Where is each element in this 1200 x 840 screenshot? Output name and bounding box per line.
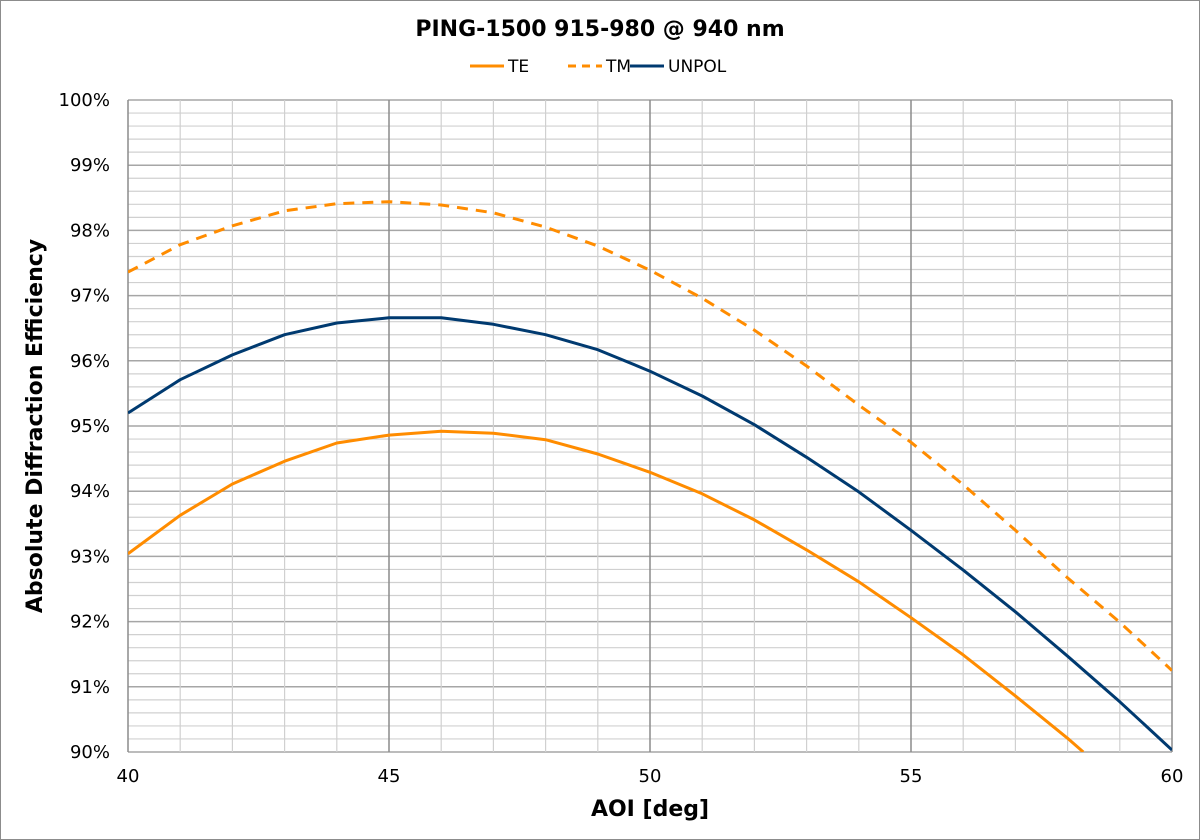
series-line-unpol: [128, 316, 1172, 752]
y-axis-label: Absolute Diffraction Efficiency: [23, 239, 48, 613]
x-tick-label: 50: [639, 766, 662, 787]
y-tick-label: 95%: [70, 416, 110, 437]
y-tick-label: 90%: [70, 742, 110, 763]
x-tick-label: 45: [378, 766, 401, 787]
y-tick-label: 97%: [70, 286, 110, 307]
x-tick-label: 60: [1161, 766, 1184, 787]
chart-title: PING-1500 915-980 @ 940 nm: [415, 17, 784, 42]
legend-label-tm: TM: [605, 57, 631, 77]
x-tick-labels: 40 45 50 55 60: [117, 766, 1184, 787]
y-tick-labels: 90% 91% 92% 93% 94% 95% 96% 97% 98% 99% 100%: [59, 90, 110, 763]
x-axis-label: AOI [deg]: [591, 797, 709, 822]
grid: [127, 99, 1173, 753]
y-tick-label: 94%: [70, 481, 110, 502]
y-tick-label: 92%: [70, 612, 110, 633]
y-tick-label: 99%: [70, 155, 110, 176]
x-tick-label: 40: [117, 766, 140, 787]
y-tick-label: 93%: [70, 546, 110, 567]
series-lines: [128, 200, 1172, 752]
series-line-tm: [128, 200, 1172, 672]
legend-label-unpol: UNPOL: [668, 57, 727, 77]
legend: TE TM UNPOL: [470, 57, 727, 77]
legend-label-te: TE: [507, 57, 529, 77]
y-tick-label: 100%: [59, 90, 110, 111]
y-tick-label: 96%: [70, 351, 110, 372]
y-tick-label: 98%: [70, 220, 110, 241]
x-tick-label: 55: [900, 766, 923, 787]
y-tick-label: 91%: [70, 677, 110, 698]
series-line-te: [128, 429, 1085, 752]
